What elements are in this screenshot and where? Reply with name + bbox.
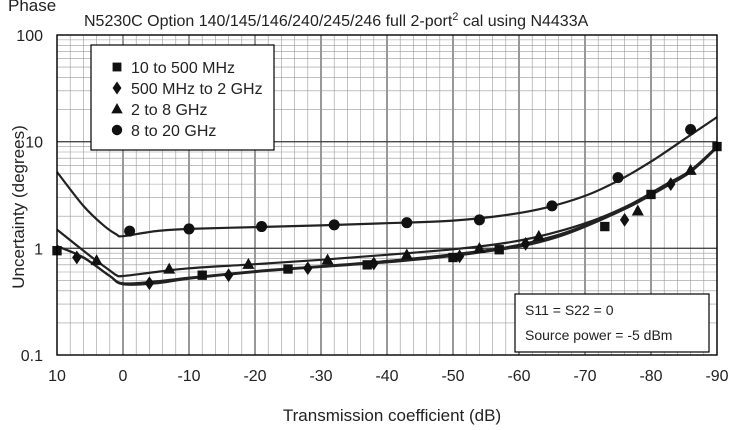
- series-4-point: [328, 219, 340, 231]
- series-4-point: [124, 225, 136, 237]
- series-3-point: [532, 229, 545, 241]
- y-tick-label: 1: [34, 241, 43, 258]
- chart-title-superscript: 2: [452, 11, 458, 23]
- x-tick-label: -40: [375, 368, 398, 385]
- y-axis-tick-labels: 0.1 1 10 100: [16, 28, 43, 365]
- series-3-point: [90, 254, 103, 266]
- legend-box: [90, 44, 275, 151]
- series-2-point: [144, 276, 155, 291]
- series-4-point: [183, 223, 195, 235]
- y-tick-label: 0.1: [21, 348, 43, 365]
- series-2-point: [520, 237, 531, 251]
- series-3-point: [684, 163, 697, 175]
- series-1-point: [283, 264, 293, 274]
- series-4-point: [401, 217, 413, 229]
- conditions-note-line-1: S11 = S22 = 0: [525, 302, 614, 318]
- series-4-point: [473, 214, 485, 226]
- legend-label-2: 500 MHz to 2 GHz: [131, 81, 263, 98]
- x-tick-label: -50: [441, 368, 464, 385]
- x-tick-label: -10: [177, 368, 200, 385]
- x-tick-label: 0: [119, 368, 128, 385]
- x-tick-label: -70: [573, 368, 596, 385]
- series-4-point: [546, 200, 558, 212]
- y-tick-label: 100: [16, 28, 43, 45]
- series-3-point: [473, 242, 486, 254]
- series-line-3: [56, 145, 718, 278]
- legend-symbol-2: [112, 81, 122, 95]
- legend-label-4: 8 to 20 GHz: [131, 123, 216, 140]
- series-3-point: [400, 248, 413, 260]
- x-tick-label: -90: [705, 368, 728, 385]
- conditions-note: S11 = S22 = 0 Source power = -5 dBm: [514, 293, 710, 353]
- series-3-point: [163, 262, 176, 274]
- legend-symbol-4: [111, 124, 123, 136]
- y-axis-label: Uncertainty (degrees): [9, 125, 28, 288]
- chart-title: N5230C Option 140/145/146/240/245/246 fu…: [84, 11, 589, 30]
- plot-area-frame: [56, 34, 718, 356]
- section-label: Phase: [8, 0, 56, 15]
- x-tick-label: 10: [48, 368, 66, 385]
- conditions-note-line-2: Source power = -5 dBm: [525, 327, 672, 343]
- series-3-point: [631, 204, 644, 216]
- series-2-point: [223, 268, 234, 283]
- series-4-point: [612, 172, 624, 184]
- series-1-point: [362, 260, 372, 270]
- series-3-point: [321, 253, 334, 265]
- legend-symbol-3: [111, 103, 123, 114]
- x-axis-label: Transmission coefficient (dB): [283, 406, 501, 425]
- series-2-point: [303, 261, 313, 276]
- legend: 10 to 500 MHz 500 MHz to 2 GHz 2 to 8 GHz 8…: [90, 44, 275, 151]
- series-1-point: [448, 252, 458, 263]
- conditions-note-box: [514, 293, 710, 353]
- series-3-point: [242, 257, 255, 269]
- series-2-point: [666, 177, 676, 191]
- x-tick-label: -20: [243, 368, 266, 385]
- series-2-point: [72, 250, 82, 265]
- series-2-point: [369, 256, 379, 271]
- series-1-point: [600, 221, 610, 232]
- legend-label-1: 10 to 500 MHz: [131, 60, 235, 77]
- series-1-point: [197, 270, 207, 280]
- legend-symbol-1: [112, 62, 122, 72]
- x-tick-label: -60: [507, 368, 530, 385]
- x-axis-tick-labels: 10 0 -10 -20 -30 -40 -50 -60 -70 -80 -90: [48, 368, 729, 385]
- series-4-point: [256, 221, 268, 233]
- x-tick-label: -80: [639, 368, 662, 385]
- series-1-point: [646, 189, 656, 200]
- series-2-point: [454, 249, 465, 264]
- chart-title-suffix: cal using N4433A: [458, 13, 588, 30]
- series-4-point: [685, 124, 697, 136]
- y-tick-label: 10: [25, 135, 43, 152]
- series-2-point: [619, 212, 630, 227]
- x-tick-label: -30: [309, 368, 332, 385]
- series-1-point: [494, 245, 504, 255]
- legend-label-3: 2 to 8 GHz: [131, 102, 207, 119]
